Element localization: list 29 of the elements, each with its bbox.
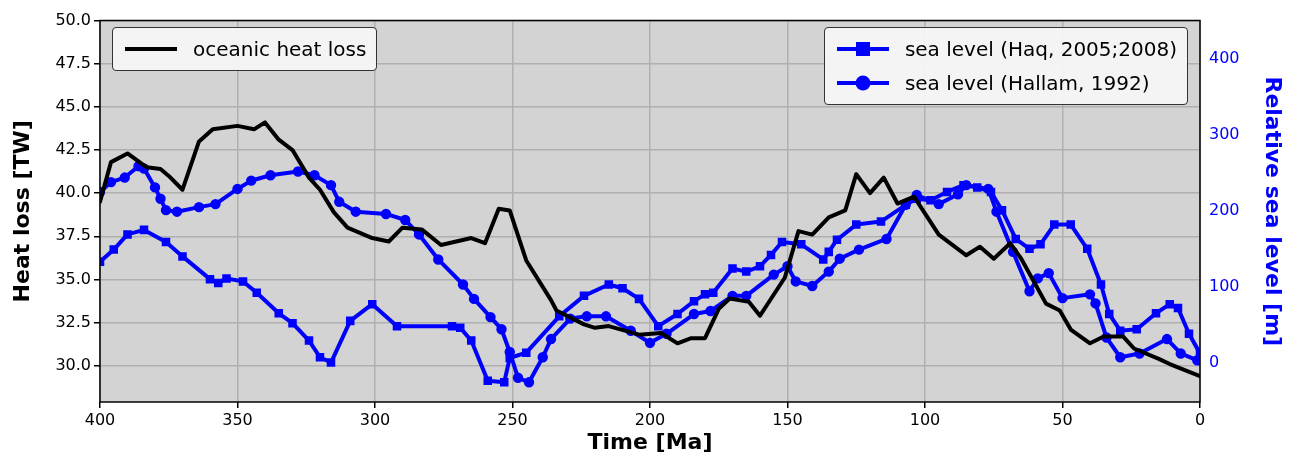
y-tick-label: 37.5	[55, 225, 91, 245]
y-tick-label: 47.5	[55, 52, 91, 72]
y-tick-label: 45.0	[55, 96, 91, 116]
y-tick-label: 32.5	[55, 311, 91, 331]
x-tick-label: 300	[359, 409, 391, 429]
y2-tick-label: 400	[1209, 48, 1240, 68]
x-tick-label: 250	[497, 409, 528, 429]
y-tick-label: 40.0	[55, 182, 91, 202]
y2-tick-label: 200	[1209, 200, 1240, 220]
y-tick-label: 42.5	[55, 139, 91, 159]
legend-label: oceanic heat loss	[193, 36, 367, 63]
y2-tick-label: 300	[1209, 124, 1240, 144]
legend-label: sea level (Hallam, 1992)	[904, 70, 1150, 97]
x-tick-label: 150	[772, 409, 803, 429]
y2-tick-label: 100	[1209, 275, 1240, 295]
x-tick-label: 100	[909, 409, 941, 429]
y-tick-label: 35.0	[55, 268, 91, 288]
x-tick-label: 200	[634, 409, 666, 429]
legend-label: sea level (Haq, 2005;2008)	[904, 36, 1177, 63]
y-tick-label: 30.0	[55, 354, 91, 374]
y2-axis-title: Relative sea level [m]	[1261, 76, 1287, 347]
x-tick-label: 0	[1194, 409, 1206, 429]
x-tick-label: 50	[1052, 409, 1073, 429]
y2-tick-label: 0	[1209, 351, 1220, 371]
x-axis-title: Time [Ma]	[587, 428, 713, 454]
x-tick-label: 350	[222, 409, 253, 429]
y-axis-title: Heat loss [TW]	[8, 120, 34, 303]
x-tick-label: 400	[84, 409, 116, 429]
y-tick-label: 50.0	[55, 9, 91, 29]
